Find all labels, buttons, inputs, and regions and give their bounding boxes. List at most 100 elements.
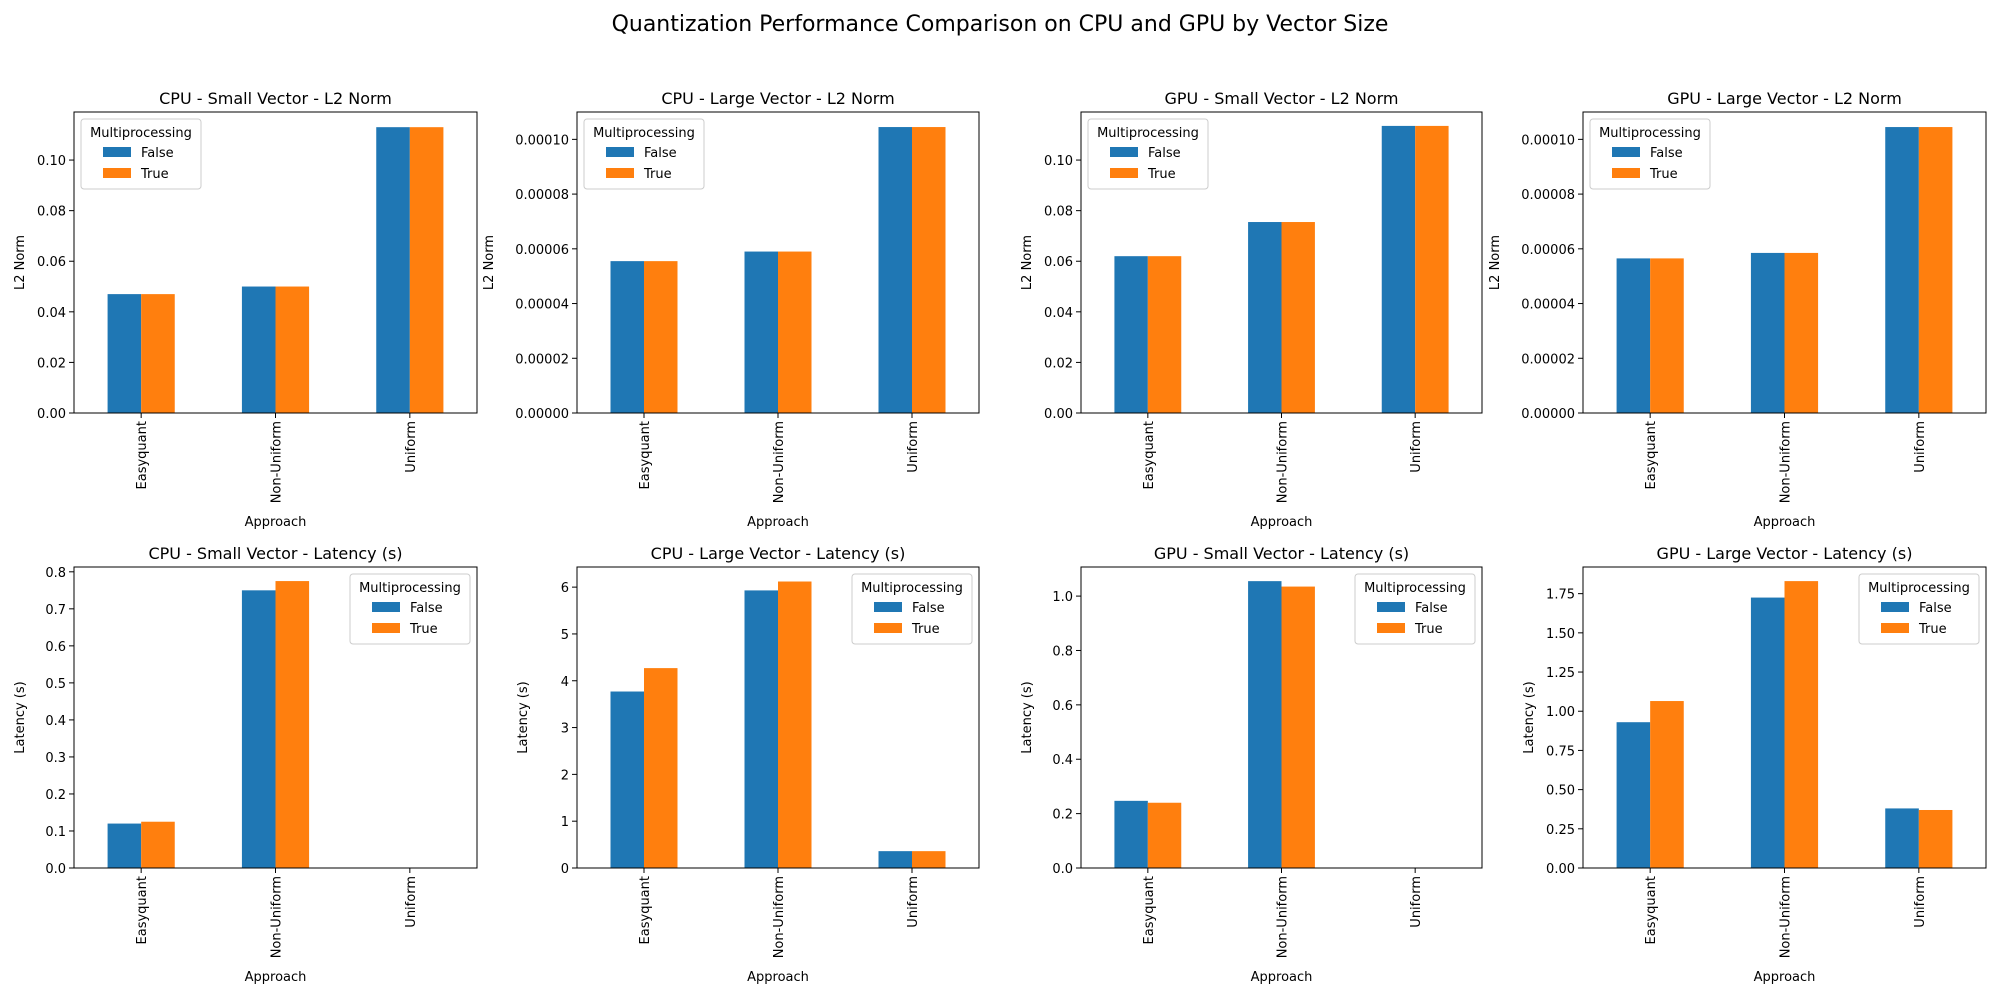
legend-label-true: True	[911, 622, 940, 637]
subplot-title: GPU - Large Vector - Latency (s)	[1657, 544, 1913, 563]
y-tick-label: 0.2	[45, 788, 66, 803]
bar-false-non-uniform	[1750, 597, 1785, 868]
legend-label-false: False	[1650, 146, 1683, 161]
legend-swatch-true	[103, 168, 131, 178]
x-tick-label: Uniform	[906, 876, 921, 928]
y-tick-label: 0.6	[1052, 699, 1073, 714]
x-tick-label: Easyquant	[638, 421, 653, 489]
bar-false-easyquant	[1616, 722, 1651, 868]
bar-false-easyquant	[107, 823, 142, 868]
subplot-1: 0.00 0.02 0.04 0.06 0.08 0.10 Easyquant Non-Uni…	[13, 89, 478, 530]
legend-label-false: False	[1148, 146, 1181, 161]
x-tick-label: Uniform	[1409, 876, 1424, 928]
bar-false-uniform	[878, 851, 912, 868]
legend-label-true: True	[1918, 622, 1947, 637]
y-axis-label: L2 Norm	[13, 235, 28, 290]
y-tick-label: 1.0	[1052, 590, 1073, 605]
y-tick-label: 2	[561, 768, 569, 783]
x-tick-label: Uniform	[404, 421, 419, 473]
bar-true-non-uniform	[1281, 222, 1315, 413]
y-tick-label: 0.6	[45, 640, 66, 655]
x-tick-label: Easyquant	[1644, 421, 1659, 489]
legend-label-false: False	[912, 601, 945, 616]
x-tick-label: Uniform	[1913, 876, 1928, 928]
bar-false-easyquant	[610, 691, 644, 868]
bar-true-non-uniform	[1784, 252, 1819, 413]
x-tick-label: Non-Uniform	[1779, 876, 1794, 958]
y-tick-label: 0.08	[37, 205, 66, 220]
legend-label-false: False	[1919, 601, 1952, 616]
y-tick-label: 4	[561, 675, 569, 690]
bar-false-non-uniform	[1248, 581, 1282, 868]
x-tick-label: Non-Uniform	[1276, 876, 1291, 958]
legend-label-true: True	[409, 622, 438, 637]
bar-false-easyquant	[107, 294, 142, 413]
y-tick-label: 0.2	[1052, 808, 1073, 823]
x-tick-label: Easyquant	[1142, 421, 1157, 489]
y-tick-label: 0.1	[45, 825, 66, 840]
y-tick-label: 0.00002	[515, 352, 569, 367]
bar-false-easyquant	[610, 261, 644, 413]
bar-true-non-uniform	[275, 286, 310, 413]
x-axis-label: Approach	[1251, 970, 1313, 985]
y-tick-label: 0.06	[1044, 255, 1073, 270]
bar-false-non-uniform	[744, 590, 778, 868]
y-tick-label: 0.8	[1052, 644, 1073, 659]
legend-swatch-true	[1110, 168, 1138, 178]
subplot-4: 0.00000 0.00002 0.00004 0.00006 0.00008 0.000…	[1488, 89, 1987, 530]
legend: Multiprocessing False True	[1087, 118, 1209, 190]
subplot-8: 0.00 0.25 0.50 0.75 1.00 1.25 1.50 1.75 Easyquan…	[1522, 544, 1987, 985]
bar-true-easyquant	[1650, 258, 1684, 413]
legend-title: Multiprocessing	[90, 126, 192, 141]
legend: Multiprocessing False True	[1858, 573, 1980, 645]
x-axis-label: Approach	[245, 970, 307, 985]
legend-swatch-true	[1377, 623, 1405, 633]
y-tick-label: 0.0	[45, 862, 66, 877]
x-axis-label: Approach	[1754, 970, 1816, 985]
y-tick-label: 0.00006	[515, 243, 569, 258]
y-tick-label: 0.02	[1044, 356, 1073, 371]
bar-true-easyquant	[141, 294, 175, 413]
x-tick-label: Uniform	[1409, 421, 1424, 473]
x-axis-label: Approach	[1754, 515, 1816, 530]
y-tick-label: 0	[561, 862, 569, 877]
bar-true-uniform	[1918, 809, 1953, 868]
legend-swatch-false	[372, 602, 400, 612]
legend-label-true: True	[1147, 167, 1176, 182]
x-tick-label: Uniform	[1913, 421, 1928, 473]
y-axis-label: L2 Norm	[482, 235, 497, 290]
subplot-3: 0.00 0.02 0.04 0.06 0.08 0.10 Easyquant Non-Uni…	[1020, 89, 1483, 530]
legend-swatch-false	[1612, 147, 1640, 157]
legend-swatch-false	[606, 147, 634, 157]
y-tick-label: 3	[561, 722, 569, 737]
bar-true-easyquant	[1650, 701, 1684, 868]
y-tick-label: 0.04	[1044, 306, 1073, 321]
bar-true-non-uniform	[275, 581, 310, 868]
legend: Multiprocessing False True	[349, 573, 471, 645]
legend-label-false: False	[410, 601, 443, 616]
x-axis-label: Approach	[245, 515, 307, 530]
legend-swatch-false	[103, 147, 131, 157]
y-tick-label: 0.10	[1044, 154, 1073, 169]
y-tick-label: 0.00000	[515, 407, 569, 422]
y-tick-label: 0.00008	[515, 188, 569, 203]
y-tick-label: 1.25	[1546, 666, 1575, 681]
legend-label-false: False	[1415, 601, 1448, 616]
bar-true-non-uniform	[1784, 581, 1819, 868]
legend: Multiprocessing False True	[851, 573, 973, 645]
subplot-title: CPU - Small Vector - L2 Norm	[159, 89, 392, 108]
y-tick-label: 0.00006	[1521, 243, 1575, 258]
subplot-title: GPU - Large Vector - L2 Norm	[1667, 89, 1902, 108]
legend-swatch-false	[1110, 147, 1138, 157]
x-tick-label: Easyquant	[1142, 876, 1157, 944]
bar-false-uniform	[1885, 808, 1919, 868]
legend-swatch-true	[372, 623, 400, 633]
legend-title: Multiprocessing	[1599, 126, 1701, 141]
y-tick-label: 0.06	[37, 255, 66, 270]
bar-false-uniform	[1381, 125, 1416, 413]
bar-true-uniform	[409, 127, 444, 414]
x-tick-label: Non-Uniform	[1276, 421, 1291, 503]
bar-false-easyquant	[1114, 800, 1148, 868]
subplot-6: 0 1 2 3 4 5 6 Easyquant Non-Uniform Uniform CPU - …	[516, 544, 980, 985]
y-tick-label: 0.00	[1546, 862, 1575, 877]
